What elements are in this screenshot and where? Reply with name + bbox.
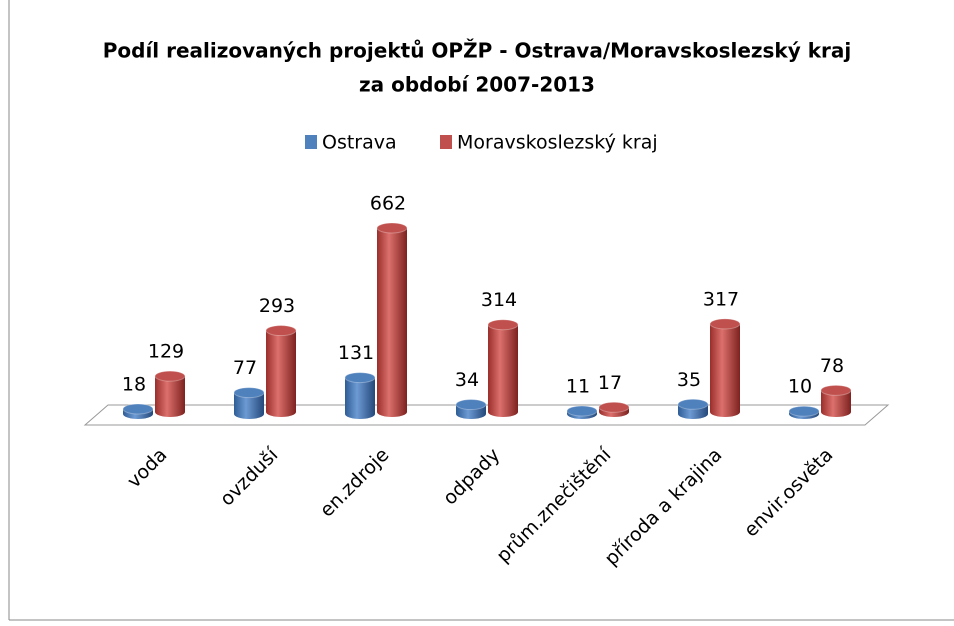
- data-label: 77: [233, 357, 257, 379]
- x-tick-label: příroda a krajina: [600, 444, 726, 570]
- bar-top: [487, 319, 519, 331]
- data-label: 10: [788, 376, 812, 398]
- bar: [377, 228, 407, 417]
- bar-top: [344, 372, 376, 384]
- bar: [266, 330, 296, 417]
- bar-top: [820, 384, 852, 396]
- x-tick-label: ovzduší: [216, 443, 283, 510]
- x-tick-label: en.zdroje: [316, 444, 394, 522]
- x-tick-label: envir.osvěta: [740, 444, 838, 542]
- bar: [345, 377, 375, 419]
- chart-title: Podíl realizovaných projektů OPŽP - Ostr…: [103, 39, 852, 63]
- x-tick-label: voda: [123, 444, 171, 492]
- bar: [155, 376, 185, 417]
- data-label: 314: [481, 289, 517, 311]
- legend-label: Ostrava: [322, 132, 397, 154]
- bar-top: [566, 405, 598, 417]
- data-label: 18: [122, 373, 146, 395]
- x-tick-label: prům.znečištění: [492, 443, 616, 567]
- bar: [710, 323, 740, 417]
- data-label: 662: [370, 193, 406, 215]
- data-label: 11: [566, 375, 590, 397]
- x-tick-label: odpady: [439, 444, 505, 510]
- bar-top: [598, 401, 630, 413]
- bar-top: [154, 370, 186, 382]
- data-label: 34: [455, 369, 479, 391]
- legend-swatch: [440, 135, 452, 149]
- legend-label: Moravskoslezský kraj: [457, 132, 658, 154]
- bar: [821, 390, 851, 417]
- bar: [488, 324, 518, 417]
- bar-top: [788, 405, 820, 417]
- chart-subtitle: za období 2007-2013: [359, 73, 595, 97]
- bar-top: [376, 222, 408, 234]
- bar: [234, 392, 264, 419]
- data-label: 293: [259, 295, 295, 317]
- data-label: 35: [677, 369, 701, 391]
- data-label: 131: [338, 342, 374, 364]
- legend-swatch: [305, 135, 317, 149]
- data-label: 317: [703, 288, 739, 310]
- bar-top: [677, 398, 709, 410]
- bar-top: [233, 387, 265, 399]
- data-label: 129: [148, 341, 184, 363]
- bar-top: [122, 403, 154, 415]
- data-label: 17: [598, 372, 622, 394]
- data-label: 78: [820, 355, 844, 377]
- bar-top: [455, 399, 487, 411]
- floor: [83, 404, 890, 426]
- bar-top: [265, 325, 297, 337]
- bar-top: [709, 318, 741, 330]
